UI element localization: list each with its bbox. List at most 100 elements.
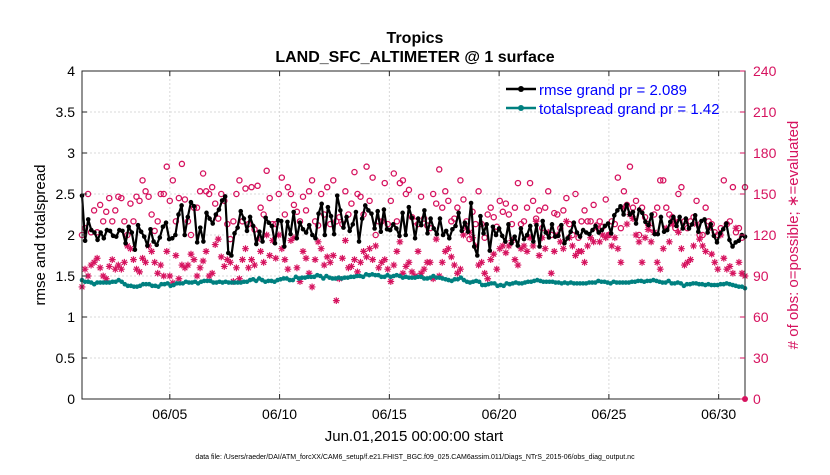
obs-evaluated-marker	[490, 250, 498, 258]
obs-possible-marker	[357, 193, 364, 200]
rmse-point	[428, 216, 433, 221]
obs-evaluated-marker	[114, 261, 122, 269]
obs-evaluated-marker	[532, 217, 540, 225]
obs-possible-marker	[563, 194, 570, 202]
obs-possible-marker	[218, 190, 225, 198]
obs-evaluated-marker	[87, 261, 95, 269]
obs-possible-marker	[675, 190, 682, 198]
obs-possible-marker	[402, 190, 410, 198]
obs-evaluated-marker	[214, 235, 222, 243]
obs-possible-marker	[348, 200, 355, 207]
rmse-point	[269, 223, 275, 229]
rmse-point	[353, 209, 359, 215]
rmse-point	[437, 216, 443, 221]
obs-evaluated-marker	[105, 263, 113, 270]
rmse-point	[462, 220, 468, 225]
rmse-point	[185, 214, 191, 220]
obs-possible-marker	[626, 163, 634, 170]
rmse-point	[599, 227, 605, 233]
obs-possible-marker	[199, 170, 207, 177]
obs-evaluated-marker	[372, 242, 380, 250]
obs-evaluated-marker	[487, 256, 495, 263]
rmse-point	[101, 235, 107, 241]
x-axis-ticks: 06/05 06/10 06/15 06/20 06/25 06/30	[152, 71, 736, 422]
y-left-tick-label: 4	[67, 63, 75, 79]
rmse-point	[92, 230, 97, 235]
obs-evaluated-marker	[578, 248, 585, 255]
rmse-point	[176, 212, 181, 217]
rmse-point	[481, 231, 486, 236]
rmse-point	[456, 210, 461, 216]
obs-evaluated-marker	[308, 283, 316, 291]
rmse-point	[443, 228, 449, 234]
y-right-tick-label: 150	[753, 186, 777, 202]
rmse-point	[568, 229, 573, 235]
rmse-point	[518, 226, 524, 231]
obs-evaluated-marker	[111, 265, 119, 273]
obs-evaluated-marker	[608, 242, 616, 250]
rmse-point	[135, 222, 141, 228]
obs-evaluated-marker	[166, 272, 174, 280]
y-left-tick-label: 2.5	[56, 186, 76, 202]
x-tick-label: 06/05	[152, 406, 187, 422]
rmse-point	[717, 231, 723, 236]
obs-evaluated-marker	[154, 269, 162, 277]
obs-evaluated-marker	[402, 263, 410, 270]
rmse-point	[179, 203, 184, 208]
obs-evaluated-marker	[517, 245, 525, 253]
totalspread-point	[156, 284, 161, 289]
obs-evaluated-marker	[305, 269, 313, 277]
obs-possible-marker	[617, 224, 625, 232]
rmse-point	[540, 218, 545, 224]
y-left-tick-label: 1.5	[56, 268, 76, 284]
rmse-point	[362, 203, 368, 208]
obs-possible-marker	[242, 185, 249, 192]
x-tick-label: 06/25	[591, 406, 626, 422]
rmse-point	[160, 224, 166, 230]
obs-evaluated-marker	[638, 258, 646, 266]
obs-evaluated-marker	[211, 241, 219, 248]
obs-possible-marker	[729, 183, 737, 191]
obs-evaluated-marker	[699, 242, 707, 250]
obs-evaluated-marker	[602, 234, 610, 242]
rmse-point	[169, 235, 175, 241]
obs-evaluated-marker	[363, 253, 370, 261]
obs-evaluated-marker	[590, 238, 598, 246]
obs-evaluated-marker	[665, 238, 673, 246]
obs-evaluated-marker	[520, 242, 528, 250]
obs-evaluated-marker	[199, 257, 207, 265]
rmse-point	[338, 208, 343, 213]
obs-evaluated-marker	[460, 231, 467, 239]
obs-possible-marker	[702, 204, 709, 211]
rmse-point	[559, 222, 564, 228]
obs-possible-marker	[154, 218, 161, 225]
obs-evaluated-marker	[581, 258, 588, 266]
y-left-tick-label: 3	[67, 145, 75, 161]
obs-evaluated-marker	[387, 278, 395, 285]
rmse-point	[300, 226, 306, 232]
obs-possible-marker	[290, 201, 298, 209]
rmse-point	[394, 226, 399, 231]
rmse-point	[714, 240, 720, 245]
obs-evaluated-marker	[417, 269, 425, 277]
obs-possible-marker	[544, 188, 552, 195]
obs-evaluated-marker	[502, 249, 510, 257]
obs-possible-marker	[166, 197, 174, 205]
obs-possible-marker	[514, 179, 522, 187]
obs-evaluated-marker	[248, 256, 255, 263]
obs-evaluated-marker	[317, 245, 325, 253]
rmse-point	[207, 216, 212, 221]
obs-evaluated-marker	[260, 258, 268, 266]
obs-evaluated-marker	[529, 242, 537, 250]
y-left-tick-label: 0.5	[56, 350, 76, 366]
obs-possible-marker	[457, 177, 464, 184]
obs-possible-marker	[112, 207, 119, 214]
y-axis-label-right: # of obs: o=possible; ∗=evaluated	[785, 121, 802, 350]
rmse-point	[490, 224, 496, 230]
rmse-point	[453, 223, 458, 229]
obs-evaluated-marker	[93, 254, 101, 262]
obs-evaluated-marker	[275, 231, 283, 239]
obs-evaluated-marker	[429, 275, 437, 283]
obs-evaluated-marker	[447, 253, 455, 261]
rmse-point	[297, 220, 303, 225]
